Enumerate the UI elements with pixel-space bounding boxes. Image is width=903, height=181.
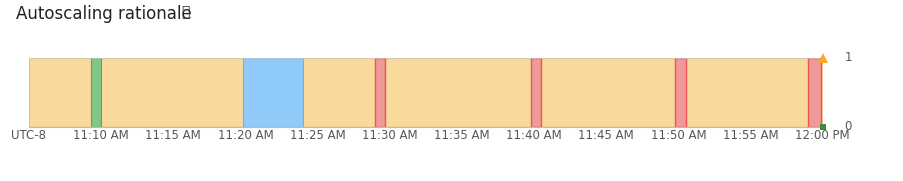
Text: 1: 1 [843, 51, 851, 64]
Bar [242, 58, 303, 127]
Text: 0: 0 [843, 120, 851, 133]
Bar [91, 58, 101, 127]
Bar [375, 58, 385, 127]
Text: ❓: ❓ [181, 5, 189, 19]
Bar [807, 58, 820, 127]
Text: Autoscaling rationale: Autoscaling rationale [16, 5, 191, 23]
Bar [675, 58, 684, 127]
Bar [531, 58, 541, 127]
